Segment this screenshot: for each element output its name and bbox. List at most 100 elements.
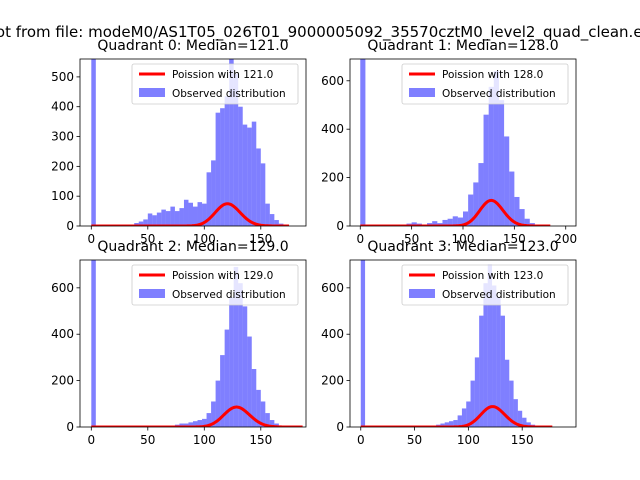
legend: Poission with 129.0 Observed distribution (131, 264, 299, 306)
subplot-quadrant-2: 0 50 100 150 0 200 400 600 Quadrant 2: Median=12… (51, 239, 307, 447)
legend-box (401, 63, 569, 105)
subplot-title: Quadrant 0: Median=121.0 (97, 38, 288, 54)
histogram-bar (457, 415, 462, 427)
x-tick-label: 0 (87, 433, 95, 447)
subplot-title: Quadrant 2: Median=129.0 (97, 239, 288, 255)
histogram-bar (432, 221, 438, 226)
x-tick-label: 50 (140, 232, 155, 246)
histogram-bar (193, 421, 198, 427)
plot-area (90, 59, 290, 226)
histogram-bar (256, 389, 261, 427)
x-tick-label: 0 (87, 232, 95, 246)
histogram-bar (211, 160, 216, 226)
histogram-bar (526, 422, 531, 427)
x-tick-label: 150 (249, 232, 272, 246)
y-tick-label: 400 (51, 100, 74, 114)
histogram-bar (202, 418, 207, 427)
histogram-bar (143, 219, 148, 226)
y-tick-label: 600 (321, 281, 344, 295)
histogram-bar (492, 285, 497, 427)
histogram-bar (247, 336, 252, 427)
histogram-bar (238, 106, 243, 226)
x-tick-label: 0 (357, 433, 365, 447)
histogram-bar (211, 401, 216, 427)
subplot-quadrant-1: 0 50 100 150 200 0 200 400 600 Quadrant 1: Median… (321, 38, 577, 246)
histogram-bar (504, 359, 510, 427)
axes-frame (349, 259, 577, 428)
x-tick-label: 150 (511, 433, 534, 447)
y-tick-label: 200 (321, 374, 344, 388)
y-tick-label: 400 (321, 327, 344, 341)
histogram-bar (229, 297, 234, 427)
subplot-quadrant-3: 0 50 100 150 0 200 400 600 Quadrant 3: Median=12… (321, 239, 577, 447)
histogram-bar (500, 315, 505, 427)
legend-box (131, 264, 299, 306)
histogram-bar (269, 214, 275, 226)
y-tick-label: 600 (51, 281, 74, 295)
histogram-bar (220, 108, 225, 226)
y-tick-label: 400 (51, 327, 74, 341)
x-tick-label: 100 (193, 433, 216, 447)
x-tick-label: 50 (140, 433, 155, 447)
histogram-bar (470, 380, 475, 427)
histogram-bar (457, 217, 463, 226)
histogram-bar (453, 420, 458, 427)
y-tick-label: 300 (51, 130, 74, 144)
histogram-bar (91, 260, 96, 427)
histogram-bar (483, 283, 488, 427)
histogram-bar (179, 208, 184, 226)
histogram-bar (152, 215, 157, 226)
histogram-bar (247, 127, 252, 226)
histogram-bar (478, 163, 484, 226)
histogram-bar (193, 206, 198, 226)
subplot-title: Quadrant 1: Median=128.0 (367, 38, 558, 54)
legend-swatch-observed (409, 88, 435, 97)
histogram-bar (447, 218, 453, 226)
histogram-bar (483, 114, 489, 226)
x-tick-label: 0 (356, 232, 364, 246)
histogram-bar (260, 401, 266, 427)
histogram-bar (466, 401, 471, 427)
histogram-bar (242, 306, 248, 427)
legend-swatch-observed (409, 289, 435, 298)
y-tick-label: 600 (321, 74, 344, 88)
histogram-bar (474, 357, 480, 427)
legend-label-poisson: Poission with 121.0 (172, 69, 273, 81)
figure-title: Plot from file: modeM0/AS1T05_026T01_900… (0, 23, 640, 42)
histogram-bar (206, 413, 212, 427)
histogram-bar (260, 163, 266, 226)
axes-frame (79, 259, 307, 428)
histogram-bar (524, 218, 530, 226)
histogram-bar (188, 202, 193, 226)
subplot-quadrant-0: 0 50 100 150 0 100 200 300 400 500 Quadrant 0: Med… (51, 38, 307, 246)
x-tick-label: 150 (503, 232, 526, 246)
histogram-bar (197, 202, 203, 226)
histogram-bar (442, 219, 448, 226)
x-tick-label: 50 (404, 232, 419, 246)
histogram-bar (91, 59, 96, 226)
y-tick-label: 100 (51, 189, 74, 203)
histogram-bar (509, 171, 515, 226)
legend-label-observed: Observed distribution (172, 289, 286, 301)
x-tick-label: 150 (249, 433, 272, 447)
subplot-title: Quadrant 3: Median=123.0 (367, 239, 558, 255)
x-tick-label: 50 (407, 433, 422, 447)
histogram-bar (233, 266, 239, 427)
y-tick-label: 200 (51, 159, 74, 173)
y-tick-label: 400 (321, 122, 344, 136)
histogram-bar (360, 260, 366, 427)
histogram-bar (504, 136, 510, 226)
y-tick-label: 500 (51, 70, 74, 84)
y-tick-label: 200 (321, 171, 344, 185)
histogram-bar (449, 421, 454, 427)
legend-label-observed: Observed distribution (442, 88, 556, 100)
histogram-bar (138, 221, 144, 226)
histogram-bar (461, 408, 467, 427)
histogram-bar (233, 73, 239, 226)
legend-label-observed: Observed distribution (442, 289, 556, 301)
y-tick-label: 0 (66, 420, 74, 434)
histogram-bar (174, 211, 180, 226)
histogram-bar (224, 329, 230, 427)
legend: Poission with 123.0 Observed distribution (401, 264, 569, 306)
histogram-bar (473, 182, 479, 226)
